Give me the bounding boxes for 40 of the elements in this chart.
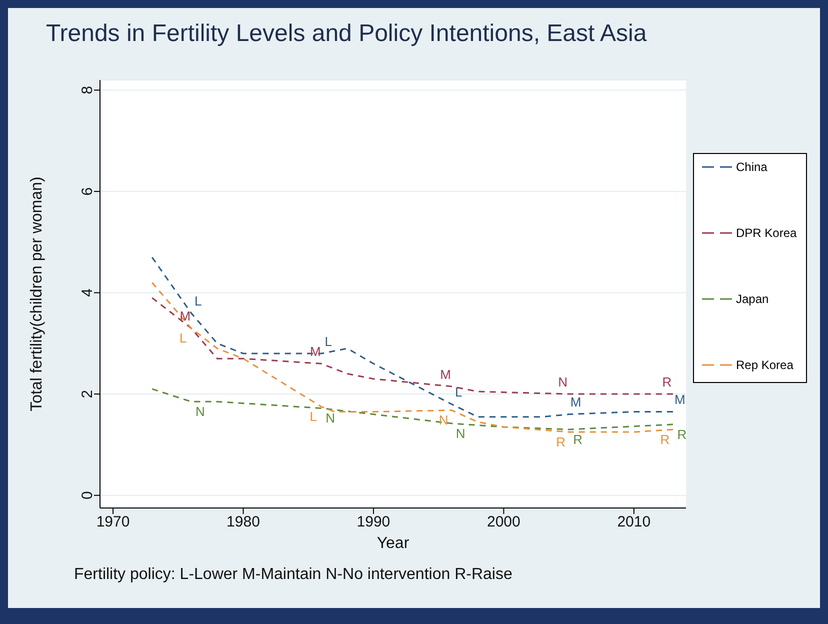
x-tick-label: 1970 <box>96 514 130 531</box>
legend-label: China <box>736 160 768 174</box>
y-tick-label: 2 <box>79 390 96 398</box>
annotation: R <box>677 426 687 442</box>
annotation: M <box>570 394 582 410</box>
annotation: R <box>660 432 670 447</box>
x-tick-label: 2000 <box>487 514 520 531</box>
annotation: N <box>558 374 568 390</box>
annotation: N <box>195 404 205 420</box>
x-tick-label: 1990 <box>356 514 390 531</box>
annotation: L <box>194 293 202 308</box>
legend-label: Japan <box>736 292 769 306</box>
y-tick-label: 8 <box>79 86 96 94</box>
annotation: L <box>310 409 317 424</box>
annotation: M <box>180 308 191 324</box>
annotation: M <box>674 392 686 408</box>
annotation: M <box>310 344 321 360</box>
annotation: N <box>326 410 336 426</box>
y-tick-label: 4 <box>79 288 96 297</box>
annotation: R <box>573 432 582 447</box>
line-series <box>151 297 674 395</box>
annotation: L <box>180 330 187 346</box>
x-axis-title: Year <box>376 535 410 552</box>
annotation: L <box>454 384 462 400</box>
x-tick-label: 1980 <box>226 514 260 531</box>
annotation: M <box>440 366 452 382</box>
annotation: L <box>324 334 332 349</box>
annotation: N <box>438 412 448 428</box>
legend-label: Rep Korea <box>736 358 794 372</box>
annotation: R <box>556 434 566 450</box>
text: Fertility policy: L-Lower M-Maintain N-No intervention R-Raise <box>74 566 512 584</box>
y-tick-label: 0 <box>79 491 96 500</box>
x-tick-label: 2010 <box>617 514 651 531</box>
chart-title: Trends in Fertility Levels and Policy Intentions, East Asia <box>46 20 647 48</box>
y-axis-title: Total fertility(children per woman) <box>28 176 46 412</box>
annotation: N <box>456 426 466 441</box>
y-tick-label: 6 <box>79 187 96 196</box>
annotation: R <box>662 374 672 390</box>
line-series <box>151 388 674 430</box>
legend-label: DPR Korea <box>736 226 797 240</box>
